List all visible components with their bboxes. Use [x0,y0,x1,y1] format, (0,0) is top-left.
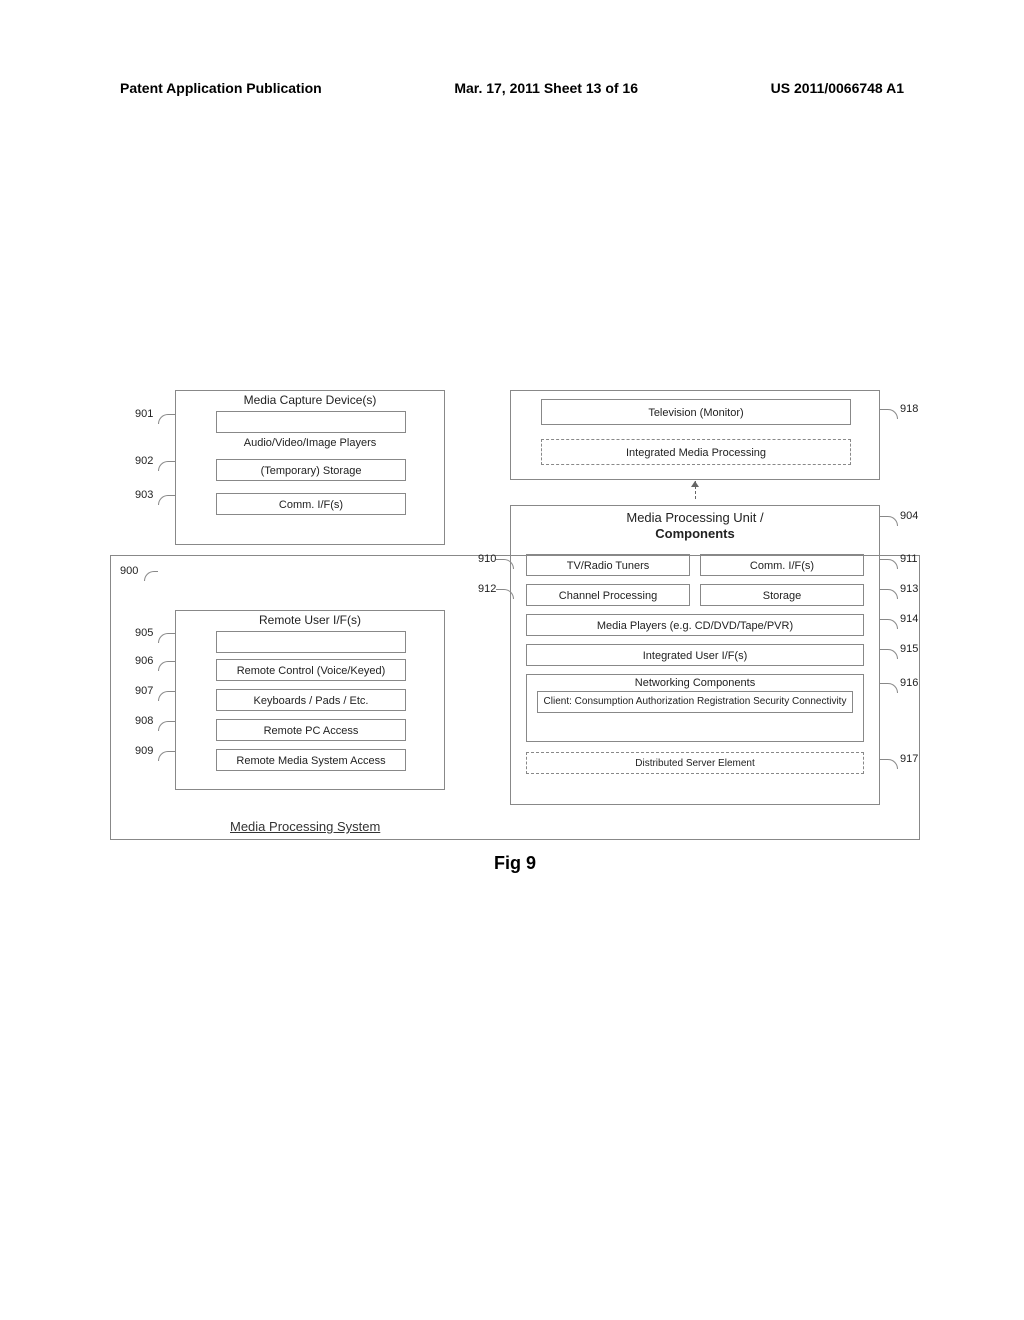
lead-902 [158,461,176,471]
ref-904: 904 [900,510,918,522]
capture-device-box [216,411,406,433]
figure-area: Media Capture Device(s) Audio/Video/Imag… [110,375,920,875]
lead-905 [158,633,176,643]
lead-901 [158,414,176,424]
networking-components-box: Networking Components Client: Consumptio… [526,674,864,742]
networking-client-box: Client: Consumption Authorization Regist… [537,691,853,713]
channel-processing-box: Channel Processing [526,584,690,606]
figure-caption: Fig 9 [110,853,920,874]
ref-902: 902 [135,455,153,467]
header-right: US 2011/0066748 A1 [771,80,904,96]
lead-918 [880,409,898,419]
header-mid: Mar. 17, 2011 Sheet 13 of 16 [454,80,638,96]
integrated-media-processing-box: Integrated Media Processing [541,439,851,465]
remote-if-title: Remote User I/F(s) [176,613,444,627]
remote-pc-box: Remote PC Access [216,719,406,741]
lead-907 [158,691,176,701]
ref-916: 916 [900,677,918,689]
capture-device-title: Media Capture Device(s) [176,393,444,407]
av-players-label: Audio/Video/Image Players [176,437,444,449]
remote-media-box: Remote Media System Access [216,749,406,771]
mpu-title-1: Media Processing Unit / [511,510,879,525]
keyboards-box: Keyboards / Pads / Etc. [216,689,406,711]
page-header: Patent Application Publication Mar. 17, … [120,80,904,96]
ref-905: 905 [135,627,153,639]
lead-903 [158,495,176,505]
capture-device-group: Media Capture Device(s) Audio/Video/Imag… [175,390,445,545]
integrated-user-if-box: Integrated User I/F(s) [526,644,864,666]
ref-913: 913 [900,583,918,595]
mpu-row-2: Channel Processing Storage [526,584,864,606]
mpu-storage-box: Storage [700,584,864,606]
tv-monitor-box: Television (Monitor) [541,399,851,425]
comm-if-box: Comm. I/F(s) [216,493,406,515]
ref-918: 918 [900,403,918,415]
media-players-box: Media Players (e.g. CD/DVD/Tape/PVR) [526,614,864,636]
ref-915: 915 [900,643,918,655]
distributed-server-box: Distributed Server Element [526,752,864,774]
remote-if-title-box [216,631,406,653]
page: Patent Application Publication Mar. 17, … [0,0,1024,1320]
lead-909 [158,751,176,761]
system-title: Media Processing System [230,819,380,834]
ref-908: 908 [135,715,153,727]
header-left: Patent Application Publication [120,80,322,96]
mpu-row-1: TV/Radio Tuners Comm. I/F(s) [526,554,864,576]
ref-907: 907 [135,685,153,697]
temp-storage-box: (Temporary) Storage [216,459,406,481]
mpu-comm-if-box: Comm. I/F(s) [700,554,864,576]
ref-901: 901 [135,408,153,420]
tv-radio-tuners-box: TV/Radio Tuners [526,554,690,576]
ref-912: 912 [478,583,496,595]
arrowhead-icon [691,481,699,487]
remote-if-group: Remote User I/F(s) Remote Control (Voice… [175,610,445,790]
networking-components-label: Networking Components [527,675,863,691]
ref-906: 906 [135,655,153,667]
mpu-title-2: Components [511,526,879,541]
lead-906 [158,661,176,671]
ref-917: 917 [900,753,918,765]
lead-904 [880,516,898,526]
ref-903: 903 [135,489,153,501]
ref-900: 900 [120,565,138,577]
ref-914: 914 [900,613,918,625]
ref-909: 909 [135,745,153,757]
lead-908 [158,721,176,731]
mpu-group: Media Processing Unit / Components TV/Ra… [510,505,880,805]
tv-group: Television (Monitor) Integrated Media Pr… [510,390,880,480]
remote-control-box: Remote Control (Voice/Keyed) [216,659,406,681]
ref-911: 911 [900,553,918,565]
ref-910: 910 [478,553,496,565]
